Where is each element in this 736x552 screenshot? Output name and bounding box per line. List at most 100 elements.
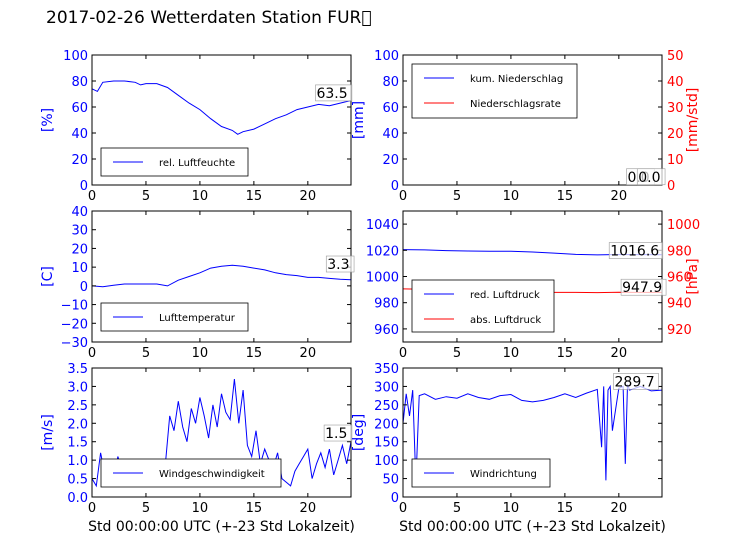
series-line-humidity-0 [92,80,351,135]
x-tick-label: 0 [88,501,96,516]
annotation-label: 0.0 [638,170,660,186]
x-tick-label: 5 [453,346,461,361]
plot-frame-temperature [91,210,352,343]
y2-tick-label: 0 [667,179,675,194]
panel-windspeed: 0 5 10 15 20 0.0 0.5 1.0 1.5 2.0 2.5 3.0 3.5 [m/s] Std… [40,362,355,535]
annotation-label: 1016.6 [610,244,659,260]
y-tick-label: −20 [61,317,88,332]
y-axis-label: [m/s] [40,414,56,451]
x-tick-label: 10 [192,346,209,361]
plot-frame-humidity [91,54,352,186]
x-axis-label: Std 00:00:00 UTC (+-23 Std Lokalzeit) [88,519,355,535]
x-tick-label: 10 [192,501,209,516]
y2-tick-label: 960 [667,271,692,286]
legend-box [411,63,578,119]
annotation-label: 1.5 [325,426,347,442]
x-tick-label: 0 [399,501,407,516]
y-tick-label: 300 [374,380,399,395]
x-tick-label: 5 [142,189,150,204]
y-tick-label: 200 [374,417,399,432]
panel-temperature: 0 5 10 15 20 −30 −20 −10 0 10 20 30 40 [C] 3.3 Lufttemp… [40,205,355,361]
y2-tick-label: 40 [667,75,684,90]
series-line-temperature-0 [92,264,351,288]
panel-humidity: 0 5 10 15 20 0 20 40 60 80 100 [%] 63.5 rel. Luftfeuc… [40,49,353,204]
x-axis-label: Std 00:00:00 UTC (+-23 Std Lokalzeit) [399,519,666,535]
y-axis-label: [deg] [351,414,367,451]
annotation-box [325,255,355,273]
x-tick-label: 10 [503,346,520,361]
y-tick-label: 150 [374,436,399,451]
x-tick-label: 5 [453,501,461,516]
y-axis-label: [C] [40,266,56,287]
y-tick-label: 2.0 [67,417,88,432]
y2-tick-label: 10 [667,153,684,168]
y-tick-label: 2.5 [67,399,88,414]
plot-frame-precipitation [402,54,663,186]
x-tick-label: 15 [246,501,263,516]
y-tick-label: 980 [374,297,399,312]
x-tick-label: 5 [142,346,150,361]
legend-label: abs. Luftdruck [470,315,541,326]
y2-tick-label: 30 [667,101,684,116]
x-tick-label: 10 [503,501,520,516]
x-tick-label: 5 [453,189,461,204]
y-tick-label: 250 [374,399,399,414]
panel-precipitation: 0 5 10 15 20 0 20 40 60 80 100 0 10 20 30 40 50 [mm] [mm/s… [351,49,701,204]
y-tick-label: 100 [63,49,88,64]
annotation-box [323,424,353,442]
legend-label: Lufttemperatur [159,313,236,324]
legend-box [411,279,555,333]
y-tick-label: 0 [80,280,88,295]
x-tick-label: 10 [192,189,209,204]
y-tick-label: 60 [71,101,88,116]
y2-tick-label: 1000 [667,218,700,233]
y-tick-label: 40 [71,127,88,142]
y-tick-label: 20 [382,153,399,168]
y-tick-label: 1020 [366,244,399,259]
y-tick-label: 0 [391,179,399,194]
y-tick-label: 0.0 [67,491,88,506]
x-tick-label: 15 [557,346,574,361]
y-tick-label: 80 [71,75,88,90]
y-tick-label: 100 [374,454,399,469]
x-tick-label: 15 [246,189,263,204]
y2-tick-label: 50 [667,49,684,64]
y-tick-label: 100 [374,49,399,64]
x-tick-label: 5 [142,501,150,516]
y-tick-label: 1.0 [67,454,88,469]
y-tick-label: 0 [80,179,88,194]
x-tick-label: 0 [399,189,407,204]
legend-label: Windgeschwindigkeit [159,469,265,480]
y-tick-label: 80 [382,75,399,90]
y-tick-label: 0 [391,491,399,506]
annotation-box [636,168,666,186]
y-tick-label: 30 [71,224,88,239]
legend-label: Niederschlagsrate [470,99,561,110]
plot-frame-winddirection [402,367,663,498]
x-tick-label: 20 [300,501,317,516]
x-tick-label: 10 [503,189,520,204]
y-tick-label: 350 [374,362,399,377]
y2-axis-label: [mm/std] [685,88,701,153]
annotation-box [608,242,664,259]
x-tick-label: 0 [399,346,407,361]
annotation-label: 3.3 [327,257,349,273]
y-axis-label: [mm] [351,101,367,139]
y-tick-label: 20 [71,153,88,168]
legend-label: rel. Luftfeuchte [159,158,235,169]
y-tick-label: 3.5 [67,362,88,377]
figure-title: 2017-02-26 Wetterdaten Station FUR  [46,8,372,28]
legend-label: red. Luftdruck [470,290,540,301]
x-tick-label: 15 [557,501,574,516]
y-tick-label: −10 [61,299,88,314]
x-tick-label: 20 [611,189,628,204]
x-tick-label: 15 [246,346,263,361]
x-tick-label: 20 [300,346,317,361]
y-tick-label: 1.5 [67,436,88,451]
y-tick-label: 1000 [366,271,399,286]
y-tick-label: 3.0 [67,380,88,395]
y-tick-label: 50 [382,473,399,488]
x-tick-label: 0 [88,189,96,204]
